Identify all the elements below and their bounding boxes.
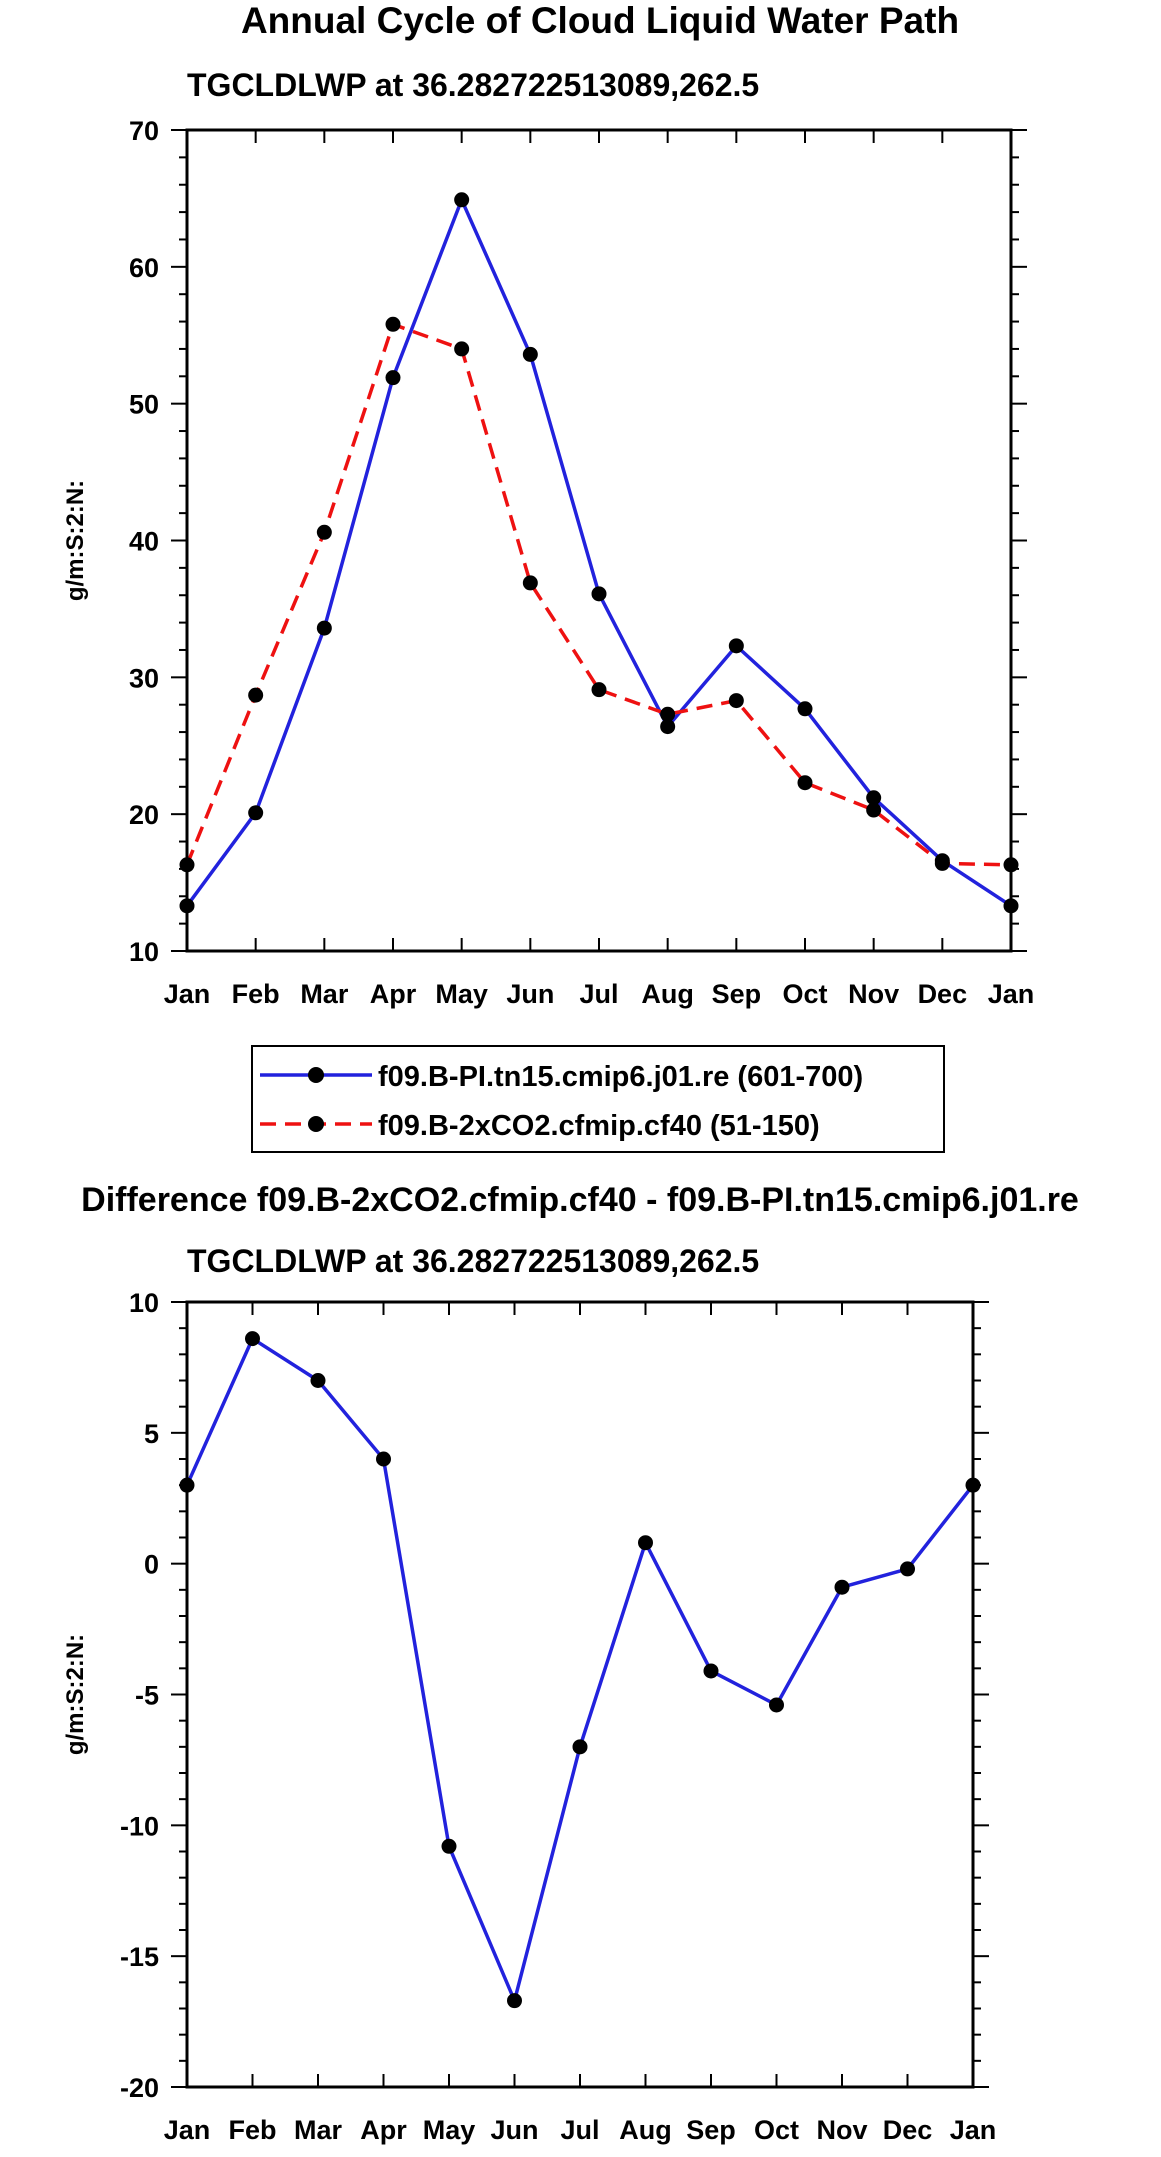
chart2-x-tick-label: Jul	[560, 2115, 599, 2145]
chart1-series-2-point	[179, 857, 195, 873]
chart1-series-2-point	[591, 682, 607, 698]
chart1-series-2-point	[454, 341, 470, 357]
chart1-series-1-point	[179, 898, 195, 914]
chart1-series-2-point	[660, 706, 676, 722]
chart1-series-1-point	[1003, 898, 1019, 914]
chart1-subtitle: TGCLDLWP at 36.282722513089,262.5	[187, 67, 759, 103]
chart2-x-tick-label: Apr	[360, 2115, 407, 2145]
chart1-series-1-point	[454, 192, 470, 208]
chart1-title: Annual Cycle of Cloud Liquid Water Path	[241, 0, 959, 41]
chart1-x-tick-label: Apr	[370, 979, 417, 1009]
chart2-y-tick-label: -15	[120, 1942, 159, 1972]
legend-label-series-1: f09.B-PI.tn15.cmip6.j01.re (601-700)	[378, 1061, 863, 1093]
chart2-series-1-point	[703, 1663, 719, 1679]
chart1-series-1-point	[728, 638, 744, 654]
chart1-series-2-point	[797, 775, 813, 791]
chart1-y-tick-label: 60	[129, 253, 159, 283]
chart2-x-tick-label: Jun	[490, 2115, 538, 2145]
chart2-series-1-point	[572, 1739, 588, 1755]
chart2-subtitle: TGCLDLWP at 36.282722513089,262.5	[187, 1243, 759, 1279]
chart2-series-1-point	[965, 1477, 981, 1493]
chart1-x-tick-label: Jun	[506, 979, 554, 1009]
chart2-x-tick-label: Jan	[164, 2115, 211, 2145]
legend-marker-series-2	[308, 1116, 324, 1132]
chart2-x-tick-label: Feb	[228, 2115, 276, 2145]
chart1-y-tick-label: 70	[129, 116, 159, 146]
chart1-y-axis-label: g/m:S:2:N:	[62, 480, 89, 601]
chart2-y-tick-label: -20	[120, 2073, 159, 2103]
chart1-plot: Jan Feb Mar Apr May Jun Jul Aug Sep Oct Nov Dec Jan1…	[62, 116, 1034, 1009]
chart1-x-tick-label: Sep	[712, 979, 762, 1009]
chart1-series-2-point	[934, 855, 950, 871]
chart2-plot: Jan Feb Mar Apr May Jun Jul Aug Sep Oct Nov Dec Jan-…	[62, 1288, 996, 2145]
chart1-series-2-point	[1003, 857, 1019, 873]
chart1-series-2-point	[522, 575, 538, 591]
chart2-series-1-line	[185, 1336, 975, 2003]
chart1-series-2-point	[385, 316, 401, 332]
chart1-series-1-point	[316, 620, 332, 636]
legend-marker-series-1	[308, 1067, 324, 1083]
chart2-x-tick-label: Oct	[754, 2115, 799, 2145]
chart2-y-tick-label: 0	[144, 1550, 159, 1580]
chart1-series-1-point	[660, 719, 676, 735]
chart2-series-1-point	[179, 1477, 195, 1493]
chart1-series-1-point	[797, 701, 813, 717]
chart2-y-tick-label: -10	[120, 1811, 159, 1841]
chart1-x-tick-label: Feb	[232, 979, 280, 1009]
chart1-y-tick-label: 50	[129, 390, 159, 420]
chart2-y-tick-label: 5	[144, 1419, 159, 1449]
chart1-series-2-point	[728, 693, 744, 709]
chart1-x-tick-label: Jan	[988, 979, 1035, 1009]
chart2-series-1-point	[834, 1579, 850, 1595]
chart2-x-tick-label: Mar	[294, 2115, 343, 2145]
chart1-series-1-point	[522, 346, 538, 362]
chart1-series-1-point	[385, 370, 401, 386]
chart2-series-1-point	[769, 1697, 784, 1713]
chart2-y-axis-label: g/m:S:2:N:	[62, 1634, 89, 1755]
chart1-y-tick-label: 30	[129, 663, 159, 693]
chart1-x-tick-label: May	[435, 979, 488, 1009]
chart2-series-1-point	[310, 1373, 326, 1388]
chart2-series-1-point	[376, 1451, 391, 1467]
chart2-y-tick-label: -5	[135, 1681, 159, 1711]
chart2-series-1-point	[507, 1993, 522, 2009]
chart1-x-tick-label: Aug	[641, 979, 693, 1009]
chart2-series-1-point	[900, 1561, 915, 1577]
chart2-x-tick-label: Aug	[619, 2115, 671, 2145]
chart2-series-1-point	[245, 1331, 260, 1347]
chart2-x-tick-label: Sep	[686, 2115, 736, 2145]
chart2-y-tick-label: 10	[129, 1288, 159, 1318]
chart1-series-2-point	[866, 802, 882, 818]
legend-box	[251, 1045, 945, 1153]
chart2-x-tick-label: May	[423, 2115, 476, 2145]
chart2-x-tick-label: Nov	[816, 2115, 867, 2145]
chart1-series-1-line	[185, 198, 1012, 908]
chart1-x-tick-label: Jan	[164, 979, 211, 1009]
chart1-y-tick-label: 20	[129, 800, 159, 830]
chart1-series-1-point	[248, 805, 264, 821]
chart1-series-1-point	[866, 790, 882, 806]
chart2-plot-frame	[185, 1300, 975, 2089]
chart1-x-tick-label: Dec	[918, 979, 968, 1009]
chart1-x-tick-label: Oct	[782, 979, 827, 1009]
chart2-x-tick-label: Dec	[883, 2115, 933, 2145]
chart1-y-tick-label: 10	[129, 937, 159, 967]
chart1-x-tick-label: Mar	[300, 979, 349, 1009]
chart1-series-2-point	[316, 524, 332, 540]
chart1-x-tick-label: Nov	[848, 979, 899, 1009]
legend-label-series-2: f09.B-2xCO2.cfmip.cf40 (51-150)	[378, 1110, 820, 1142]
chart1-y-tick-label: 40	[129, 527, 159, 557]
chart1-x-tick-label: Jul	[579, 979, 618, 1009]
chart1-plot-frame	[185, 128, 1013, 953]
chart2-series-1-point	[441, 1838, 457, 1854]
chart2-title: Difference f09.B-2xCO2.cfmip.cf40 - f09.…	[81, 1181, 1079, 1219]
chart1-series-1-point	[591, 586, 607, 602]
chart2-x-tick-label: Jan	[950, 2115, 997, 2145]
chart1-series-2-point	[248, 687, 264, 703]
chart2-series-1-point	[638, 1535, 653, 1551]
chart1-legend: f09.B-PI.tn15.cmip6.j01.re (601-700) f09…	[251, 1045, 945, 1153]
